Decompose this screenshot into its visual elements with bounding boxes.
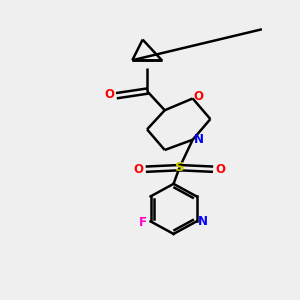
Text: O: O — [194, 91, 204, 103]
Text: N: N — [198, 215, 208, 228]
Text: O: O — [104, 88, 114, 101]
Text: O: O — [134, 163, 144, 176]
Text: N: N — [194, 133, 204, 146]
Text: O: O — [215, 163, 225, 176]
Text: F: F — [139, 216, 147, 230]
Text: S: S — [175, 161, 184, 174]
